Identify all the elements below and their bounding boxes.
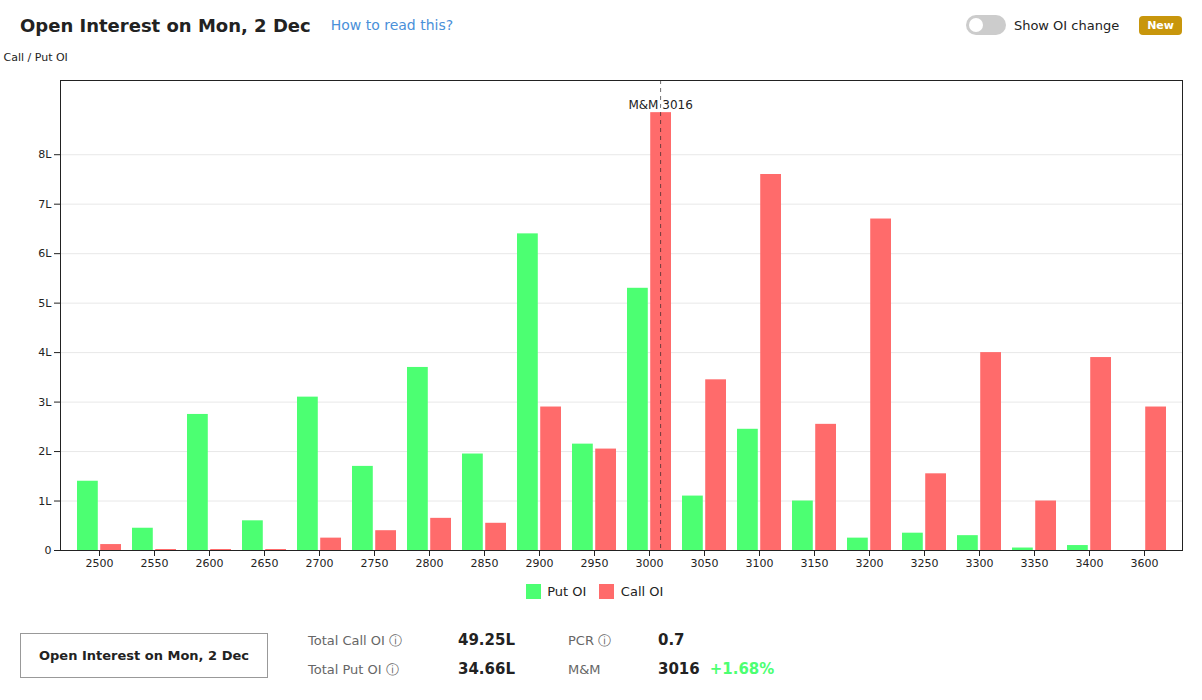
html-text:M&M: M&M	[568, 662, 601, 677]
svg-text:4L: 4L	[38, 346, 52, 359]
svg-text:3200: 3200	[856, 557, 884, 570]
svg-text:2L: 2L	[38, 445, 52, 458]
html-text:Call OI: Call OI	[620, 584, 664, 600]
svg-text:2850: 2850	[471, 557, 499, 570]
svg-text:1L: 1L	[38, 495, 52, 508]
svg-text:3350: 3350	[1021, 557, 1049, 570]
html-text:0.7: 0.7	[658, 631, 685, 649]
html-text:PCR ⓘ: PCR ⓘ	[568, 633, 612, 648]
svg-text:2550: 2550	[141, 557, 169, 570]
svg-text:3250: 3250	[911, 557, 939, 570]
svg-text:3150: 3150	[801, 557, 829, 570]
svg-text:3L: 3L	[38, 396, 52, 409]
svg-text:7L: 7L	[38, 198, 52, 211]
html-text:How to read this?: How to read this?	[330, 17, 454, 33]
html-text:34.66L: 34.66L	[458, 660, 515, 678]
svg-text:2950: 2950	[581, 557, 609, 570]
html-text:Put OI: Put OI	[547, 584, 587, 600]
html-text:Open Interest on Mon, 2 Dec: Open Interest on Mon, 2 Dec	[20, 14, 311, 36]
html-text:3016: 3016	[658, 660, 700, 678]
svg-text:3400: 3400	[1076, 557, 1104, 570]
svg-text:8L: 8L	[38, 148, 52, 161]
svg-text:3100: 3100	[746, 557, 774, 570]
svg-text:3000: 3000	[636, 557, 664, 570]
svg-text:5L: 5L	[38, 297, 52, 310]
html-text:Total Call OI ⓘ: Total Call OI ⓘ	[308, 633, 403, 648]
svg-text:2750: 2750	[361, 557, 389, 570]
html-text:Total Put OI ⓘ: Total Put OI ⓘ	[308, 662, 399, 677]
svg-text:3300: 3300	[966, 557, 994, 570]
svg-text:0: 0	[45, 544, 52, 557]
html-text:Show OI change: Show OI change	[1013, 17, 1120, 33]
svg-text:2600: 2600	[196, 557, 224, 570]
svg-text:Call / Put OI: Call / Put OI	[4, 51, 68, 64]
svg-text:2900: 2900	[526, 557, 554, 570]
html-text:Open Interest on Mon, 2 Dec: Open Interest on Mon, 2 Dec	[39, 647, 249, 663]
svg-text:2800: 2800	[416, 557, 444, 570]
svg-text:2700: 2700	[306, 557, 334, 570]
svg-text:M&M 3016: M&M 3016	[628, 98, 692, 112]
html-text:+1.68%: +1.68%	[709, 660, 775, 678]
svg-text:2650: 2650	[251, 557, 279, 570]
svg-text:2500: 2500	[86, 557, 114, 570]
svg-text:3050: 3050	[691, 557, 719, 570]
svg-text:3600: 3600	[1131, 557, 1159, 570]
html-text:New: New	[1147, 18, 1174, 32]
html-text:49.25L: 49.25L	[458, 631, 515, 649]
svg-text:6L: 6L	[38, 247, 52, 260]
